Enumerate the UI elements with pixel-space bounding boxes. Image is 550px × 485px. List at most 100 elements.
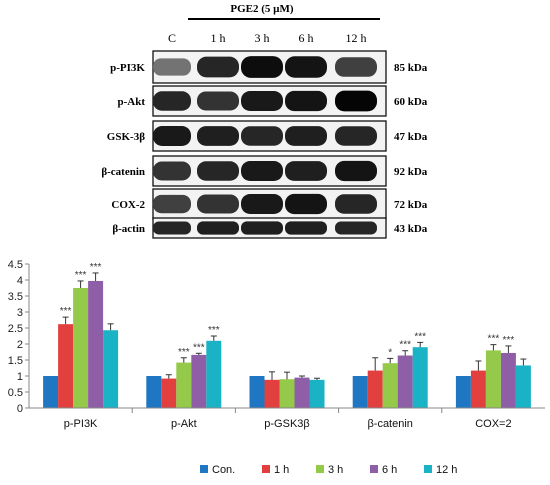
significance-label: *** (193, 342, 205, 353)
significance-label: * (388, 347, 392, 358)
significance-label: *** (488, 334, 500, 345)
protein-label: GSK-3β (107, 131, 145, 143)
bar (470, 370, 486, 408)
blot-band (335, 221, 377, 235)
bar (412, 347, 428, 408)
bar (43, 376, 59, 408)
y-tick-label: 3.5 (8, 291, 23, 303)
bar (264, 379, 280, 408)
blot-band (241, 221, 283, 235)
bar (294, 377, 310, 408)
significance-label: *** (503, 335, 515, 346)
bar (367, 370, 383, 408)
bar (58, 324, 74, 408)
significance-label: *** (399, 340, 411, 351)
blot-band (197, 56, 239, 78)
blot-band (285, 90, 327, 112)
bar (455, 376, 471, 408)
bar (88, 280, 104, 408)
blot-band (285, 221, 327, 235)
bar (146, 376, 162, 408)
blot-row: p-Akt 60 kDa (117, 85, 428, 117)
category-label: p-GSK3β (264, 418, 309, 430)
bar (249, 376, 265, 408)
legend-swatch (200, 465, 208, 473)
blot-band (153, 126, 191, 146)
bar (382, 363, 398, 408)
legend-swatch (424, 465, 432, 473)
category-label: p-PI3K (64, 418, 98, 430)
protein-label: p-Akt (117, 96, 145, 108)
blot-band (197, 221, 239, 235)
lane-label: 12 h (346, 31, 367, 45)
kda-label: 47 kDa (394, 131, 428, 143)
bar (73, 288, 89, 408)
blot-band (197, 126, 239, 146)
blot-band (197, 91, 239, 111)
bar (485, 350, 501, 408)
kda-label: 72 kDa (394, 199, 428, 211)
blot-band (241, 126, 283, 146)
y-tick-label: 4 (17, 275, 23, 287)
blot-row: β-catenin 92 kDa (101, 155, 428, 187)
kda-label: 43 kDa (394, 223, 428, 235)
blot-band (241, 161, 283, 181)
blot-band (285, 56, 327, 78)
y-tick-label: 0.5 (8, 387, 23, 399)
significance-label: *** (75, 270, 87, 281)
blot-band (335, 194, 377, 214)
blot-band (153, 91, 191, 111)
kda-label: 92 kDa (394, 166, 428, 178)
significance-label: *** (208, 325, 220, 336)
legend-label: 12 h (436, 464, 457, 476)
y-tick-label: 0 (17, 403, 23, 415)
bar (500, 352, 516, 408)
legend-swatch (262, 465, 270, 473)
kda-label: 60 kDa (394, 96, 428, 108)
y-tick-label: 2 (17, 339, 23, 351)
y-tick-label: 1.5 (8, 355, 23, 367)
bar (309, 379, 325, 408)
bar (191, 354, 207, 408)
significance-label: *** (414, 331, 426, 342)
bar (515, 365, 531, 408)
blot-band (335, 126, 377, 146)
protein-label: p-PI3K (110, 62, 145, 74)
lane-label: C (168, 31, 176, 45)
bar (103, 330, 119, 408)
blot-row: COX-2 72 kDa (111, 188, 428, 220)
legend-label: 1 h (274, 464, 289, 476)
protein-label: β-catenin (101, 166, 145, 178)
significance-label: *** (60, 306, 72, 317)
blot-band (285, 126, 327, 146)
bar (352, 376, 368, 408)
bar (206, 340, 222, 408)
bar-chart: 00.511.522.533.544.5 ************ *******… (8, 259, 545, 476)
category-label: β-catenin (367, 418, 412, 430)
blot-row: GSK-3β 47 kDa (107, 120, 428, 152)
blot-band (335, 57, 377, 77)
blot-band (197, 194, 239, 214)
bar (279, 379, 295, 408)
y-tick-label: 2.5 (8, 323, 23, 335)
legend-label: 3 h (328, 464, 343, 476)
bar (397, 355, 413, 408)
legend-label: Con. (212, 464, 235, 476)
blot-row: p-PI3K 85 kDa (110, 50, 428, 84)
bar (176, 362, 192, 408)
blot-row: β-actin 43 kDa (112, 217, 428, 239)
blot-band (153, 58, 191, 76)
y-tick-label: 1 (17, 371, 23, 383)
legend-swatch (370, 465, 378, 473)
blot-band (197, 161, 239, 181)
category-label: p-Akt (171, 418, 197, 430)
blot-band (285, 193, 327, 215)
blot-band (335, 160, 377, 182)
blot-band (241, 56, 283, 78)
treatment-label: PGE2 (5 µM) (230, 3, 293, 15)
lane-label: 6 h (299, 31, 314, 45)
category-label: COX=2 (475, 418, 511, 430)
blot-band (241, 91, 283, 111)
